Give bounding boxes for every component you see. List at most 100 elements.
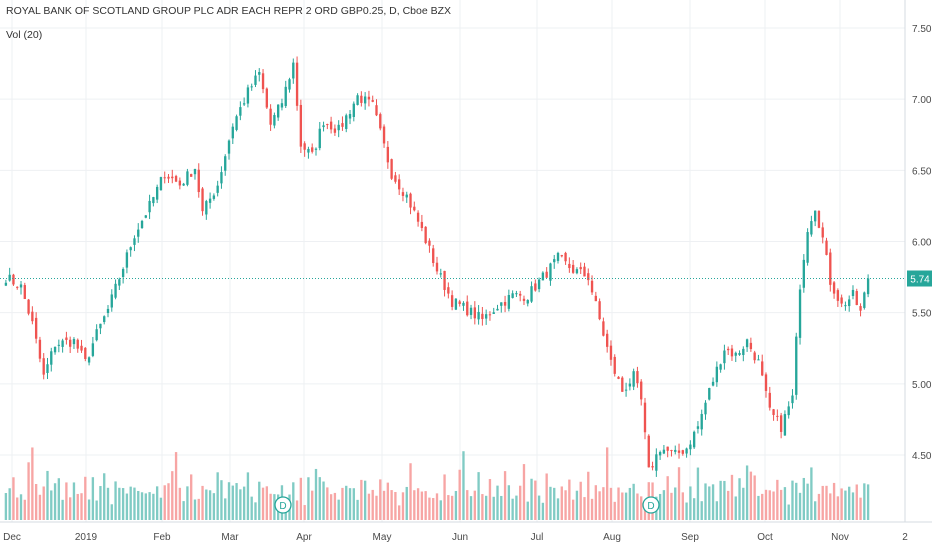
volume-bar: [821, 485, 824, 520]
volume-bar: [711, 484, 715, 520]
volume-bar: [469, 496, 473, 520]
volume-bar: [658, 493, 662, 520]
candle-body: [84, 347, 87, 359]
candle-body: [205, 201, 208, 215]
volume-bar: [220, 480, 223, 520]
volume-bar: [776, 479, 779, 520]
candle-body: [246, 87, 250, 104]
candle-body: [121, 268, 125, 278]
volume-bar: [254, 502, 257, 520]
candle-body: [545, 271, 548, 278]
volume-bar: [458, 469, 461, 520]
volume-bar: [394, 492, 397, 520]
candle-body: [12, 274, 15, 285]
volume-bar: [541, 502, 545, 520]
volume-bar: [295, 500, 299, 520]
candle-body: [711, 381, 715, 386]
candle-body: [469, 307, 473, 315]
volume-bar: [8, 488, 11, 520]
candle-body: [133, 238, 136, 245]
volume-bar: [568, 479, 571, 520]
candle-body: [363, 96, 367, 104]
candle-body: [798, 289, 802, 338]
x-tick-label: Dec: [3, 532, 21, 543]
x-tick-label: Aug: [603, 532, 621, 543]
candle-body: [621, 377, 624, 392]
volume-bar: [579, 481, 582, 520]
candle-body: [810, 221, 813, 235]
dividend-marker[interactable]: D: [274, 496, 292, 514]
volume-bar: [424, 491, 427, 520]
volume-bar: [87, 499, 91, 520]
candle-body: [288, 79, 291, 90]
candle-body: [333, 128, 337, 133]
volume-bar: [692, 498, 696, 520]
candle-body: [821, 227, 824, 238]
candle-body: [299, 104, 303, 147]
candle-body: [515, 293, 518, 295]
candle-body: [16, 286, 19, 288]
volume-bar: [265, 486, 268, 520]
y-tick-label: 5.00: [912, 380, 932, 391]
dividend-marker[interactable]: D: [642, 496, 660, 514]
candle-body: [144, 215, 147, 218]
volume-bar: [231, 485, 234, 520]
candle-body: [375, 105, 378, 116]
volume-bar: [401, 492, 405, 520]
volume-bar: [163, 485, 166, 520]
volume-bar: [416, 488, 420, 520]
candle-body: [779, 415, 783, 432]
volume-bar: [564, 490, 567, 520]
volume-bar: [522, 464, 526, 520]
candle-body: [704, 402, 707, 415]
candle-body: [250, 86, 253, 88]
candle-body: [484, 314, 488, 319]
candle-body: [413, 206, 416, 211]
candle-body: [677, 450, 681, 453]
volume-bar: [473, 490, 476, 520]
candle-body: [174, 176, 178, 182]
candle-body: [242, 103, 246, 105]
volume-bar: [46, 470, 49, 520]
volume-bar: [186, 486, 189, 520]
candle-body: [428, 240, 431, 246]
candle-body: [401, 192, 405, 196]
x-tick-label: Nov: [831, 532, 849, 543]
candle-body: [27, 299, 30, 314]
volume-label: Vol (20): [6, 29, 42, 41]
x-tick-label: Mar: [221, 532, 239, 543]
volume-bar: [764, 489, 768, 520]
candle-body: [390, 159, 393, 179]
candle-body: [303, 143, 306, 150]
candle-body: [689, 444, 692, 450]
candle-body: [575, 269, 579, 274]
volume-bar: [560, 486, 563, 520]
candle-body: [745, 339, 749, 348]
candle-body: [379, 114, 382, 129]
volume-bar: [341, 487, 344, 520]
volume-bar: [602, 487, 605, 520]
candle-body: [795, 336, 798, 395]
volume-bar: [38, 494, 42, 520]
volume-bar: [500, 495, 503, 520]
volume-bar: [118, 487, 121, 520]
volume-bar: [492, 496, 495, 520]
volume-bar: [708, 486, 711, 520]
candle-body: [692, 431, 696, 448]
candle-body: [537, 279, 541, 290]
volume-bar: [239, 489, 242, 520]
candle-body: [674, 449, 677, 452]
volume-bar: [345, 485, 348, 520]
volume-bar: [450, 495, 454, 520]
svg-text:D: D: [279, 501, 286, 512]
candle-body: [416, 212, 420, 222]
volume-bar: [477, 472, 480, 520]
volume-bar: [318, 477, 321, 520]
candle-body: [628, 383, 632, 387]
volume-bar: [730, 474, 734, 520]
volume-bar: [76, 493, 79, 520]
volume-bar: [379, 479, 382, 520]
